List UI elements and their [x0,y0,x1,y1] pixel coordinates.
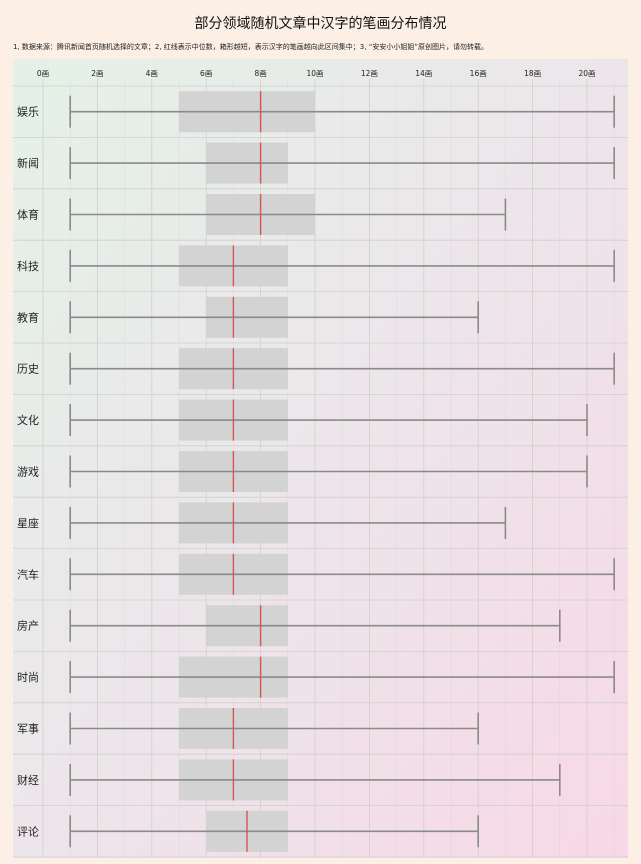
plot-background [13,59,628,858]
x-tick-label: 20画 [578,69,595,78]
x-tick-label: 8画 [254,69,266,78]
category-label: 星座 [17,516,39,530]
category-label: 汽车 [17,567,39,581]
chart-title: 部分领域随机文章中汉字的笔画分布情况 [194,16,447,32]
category-label: 娱乐 [17,105,39,119]
category-label: 文化 [17,413,39,427]
x-tick-label: 4画 [146,69,158,78]
category-label: 时尚 [17,670,39,684]
x-tick-label: 12画 [361,69,378,78]
category-label: 房产 [17,619,39,633]
x-tick-label: 6画 [200,69,212,78]
x-tick-label: 16画 [470,69,487,78]
category-label: 科技 [17,259,39,273]
x-tick-label: 14画 [415,69,432,78]
x-tick-label: 0画 [37,69,49,78]
x-tick-label: 2画 [91,69,103,78]
category-label: 历史 [17,363,39,376]
x-tick-label: 10画 [306,69,323,78]
category-label: 财经 [17,773,39,787]
chart-note: 1, 数据来源：腾讯新闻首页随机选择的文章；2, 红线表示中位数，箱形越短，表示… [13,43,488,51]
category-label: 评论 [17,824,39,838]
category-label: 新闻 [17,156,39,170]
category-label: 军事 [17,723,39,736]
category-label: 教育 [17,310,39,324]
category-label: 体育 [17,208,39,222]
x-tick-label: 18画 [524,69,541,78]
category-label: 游戏 [17,466,39,479]
